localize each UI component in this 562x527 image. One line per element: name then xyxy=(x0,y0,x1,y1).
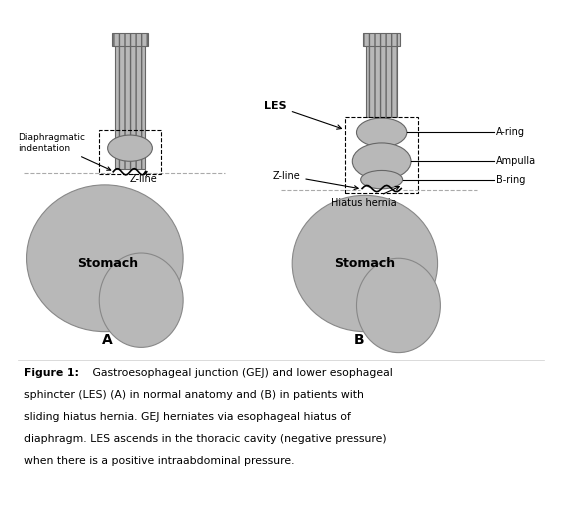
Text: A: A xyxy=(102,333,113,347)
Ellipse shape xyxy=(26,185,183,331)
Text: Gastroesophageal junction (GEJ) and lower esophageal: Gastroesophageal junction (GEJ) and lowe… xyxy=(89,368,393,378)
Text: Diaphragmatic
indentation: Diaphragmatic indentation xyxy=(18,133,111,170)
Text: sphincter (LES) (A) in normal anatomy and (B) in patients with: sphincter (LES) (A) in normal anatomy an… xyxy=(24,391,364,401)
Ellipse shape xyxy=(356,258,441,353)
Text: A-ring: A-ring xyxy=(496,128,525,138)
Text: sliding hiatus hernia. GEJ herniates via esophageal hiatus of: sliding hiatus hernia. GEJ herniates via… xyxy=(24,413,351,422)
Text: Z-line: Z-line xyxy=(273,171,358,190)
Text: Stomach: Stomach xyxy=(77,257,138,270)
Text: LES: LES xyxy=(264,101,342,129)
Text: Hiatus hernia: Hiatus hernia xyxy=(332,187,399,208)
Ellipse shape xyxy=(292,196,438,331)
Ellipse shape xyxy=(108,135,152,161)
Ellipse shape xyxy=(361,170,402,189)
Text: B-ring: B-ring xyxy=(496,174,525,184)
Bar xyxy=(112,33,148,46)
Ellipse shape xyxy=(356,118,407,147)
Bar xyxy=(364,33,400,46)
Bar xyxy=(366,38,397,116)
Text: Stomach: Stomach xyxy=(334,257,396,270)
Text: diaphragm. LES ascends in the thoracic cavity (negative pressure): diaphragm. LES ascends in the thoracic c… xyxy=(24,434,387,444)
Text: B: B xyxy=(354,333,365,347)
Text: Figure 1:: Figure 1: xyxy=(24,368,79,378)
Bar xyxy=(115,38,146,169)
Text: Ampulla: Ampulla xyxy=(496,157,536,167)
Ellipse shape xyxy=(99,253,183,347)
Ellipse shape xyxy=(352,143,411,180)
Text: Z-line: Z-line xyxy=(130,171,158,184)
Text: when there is a positive intraabdominal pressure.: when there is a positive intraabdominal … xyxy=(24,456,294,466)
